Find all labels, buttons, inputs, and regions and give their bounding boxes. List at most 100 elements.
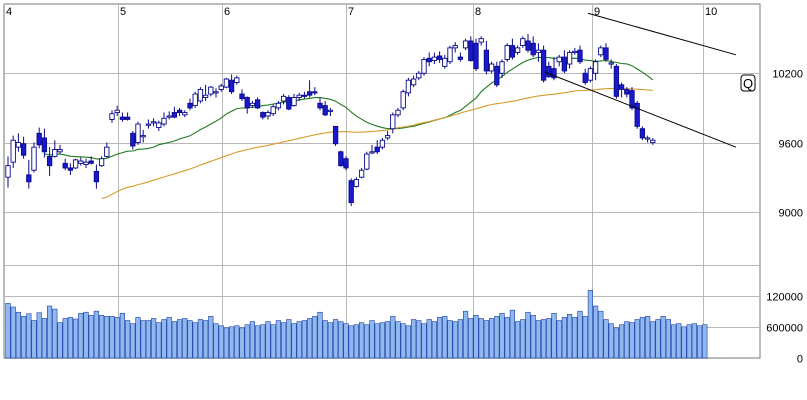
candle-down (244, 97, 250, 109)
candle-up (202, 94, 209, 98)
volume-bar (140, 320, 146, 359)
volume-bar (255, 325, 261, 359)
volume-bar (592, 305, 599, 359)
volume-bar (504, 317, 510, 359)
candle-down (130, 132, 136, 147)
volume-bar (20, 316, 27, 359)
candle-up (504, 45, 510, 60)
volume-bar (390, 316, 396, 359)
volume-bar (317, 311, 323, 359)
candle-up (384, 135, 391, 139)
x-tick-label: 8 (475, 6, 481, 18)
volume-bar (624, 321, 630, 359)
volume-bar (374, 323, 380, 359)
candle-up (572, 50, 578, 53)
volume-bar (239, 327, 245, 359)
candle-down (301, 94, 308, 97)
volume-bar (104, 316, 110, 359)
candle-up (182, 112, 188, 116)
trend-channel (544, 12, 737, 148)
candle-up (145, 123, 152, 126)
volume-bar (125, 320, 131, 359)
volume-bar (426, 319, 432, 359)
candle-up (556, 56, 562, 63)
candle-up (161, 117, 167, 125)
candle-down (525, 40, 531, 51)
candle-up (358, 169, 365, 178)
candle-down (530, 42, 536, 56)
volume-bar (353, 324, 360, 359)
volume-bar (634, 319, 640, 359)
candle-up (400, 91, 406, 109)
candle-down (546, 65, 552, 78)
volume-bar (696, 325, 703, 359)
volume-bar (488, 318, 495, 359)
volume-bar (676, 323, 682, 359)
candle-up (650, 139, 656, 143)
candle-down (473, 42, 479, 70)
candle-down (582, 72, 588, 83)
annotation-marker: Q (740, 74, 756, 92)
volume-bar (540, 319, 547, 359)
volume-bar (36, 312, 42, 359)
volume-bar (67, 317, 73, 359)
x-tick-label: 9 (594, 6, 600, 18)
volume-bar (46, 305, 53, 359)
candle-down (561, 56, 568, 72)
volume-bar (31, 320, 37, 359)
volume-bar (442, 316, 448, 359)
candle-up (410, 78, 417, 86)
volume-bar (613, 327, 619, 359)
volume-bar (499, 312, 505, 359)
volume-bar (483, 320, 490, 359)
candle-down (551, 68, 557, 79)
volume-bar (280, 322, 287, 359)
volume-bar (187, 320, 193, 359)
volume-bar (213, 323, 219, 359)
candle-up (78, 160, 84, 164)
candle-down (457, 56, 464, 60)
volume-bar (301, 320, 308, 359)
volume-bar (119, 312, 125, 359)
volume-bar (639, 317, 645, 359)
candle-down (639, 128, 646, 139)
candle-up (57, 149, 63, 153)
volume-bar (416, 320, 422, 359)
candle-down (509, 45, 516, 58)
candle-up (478, 38, 484, 43)
volume-bar (400, 323, 406, 359)
volume-bar (109, 316, 115, 359)
volume-bar (135, 317, 141, 359)
candle-down (348, 180, 354, 204)
y-tick-label: 9600 (779, 139, 803, 151)
volume-bar (364, 324, 370, 359)
candle-up (535, 49, 542, 53)
volume-bar (525, 311, 531, 359)
candle-down (88, 160, 94, 164)
candle-up (421, 58, 427, 74)
volume-bar (270, 324, 276, 359)
volume-bar (650, 321, 656, 359)
volume-bar (509, 309, 516, 359)
volume-bar (83, 311, 89, 359)
volume-bar (629, 322, 635, 359)
candle-down (603, 47, 609, 60)
candle-down (62, 162, 68, 169)
candle-up (369, 151, 375, 154)
candle-up (379, 139, 386, 148)
candle-up (223, 78, 230, 88)
volume-bar (395, 321, 401, 359)
candle-up (644, 137, 651, 140)
candle-up (135, 123, 141, 143)
volume-bar (57, 322, 63, 359)
candle-down (171, 112, 178, 118)
volume-bar (93, 310, 99, 359)
volume-bar (291, 323, 297, 359)
candle-up (156, 122, 162, 128)
volume-bar (494, 316, 500, 359)
moving-average-short (44, 56, 654, 160)
candle-down (312, 91, 318, 94)
volume-bar (379, 322, 386, 359)
candle-up (104, 146, 110, 157)
candle-down (36, 132, 42, 146)
